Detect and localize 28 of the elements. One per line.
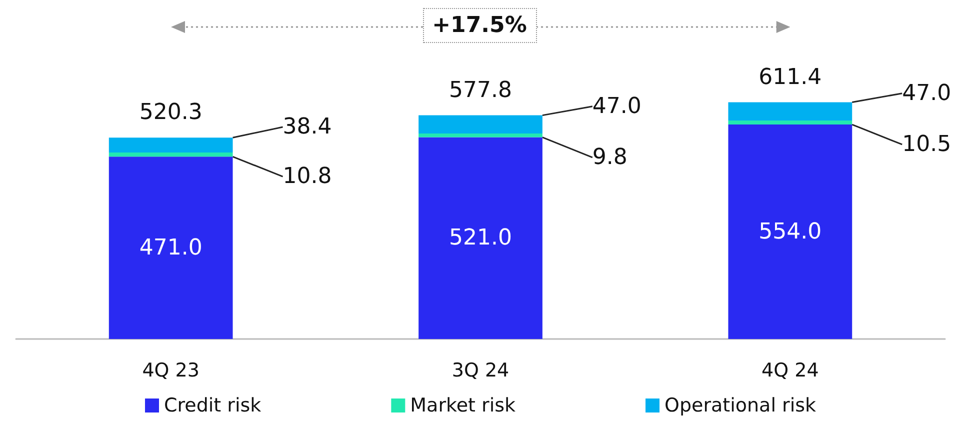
bar: [418, 134, 542, 138]
bar: [728, 120, 852, 125]
x-tick-label: 4Q 24: [762, 360, 819, 382]
data-label: 10.8: [282, 164, 332, 190]
total-label: 611.4: [758, 64, 822, 90]
bar: [728, 102, 852, 120]
total-label: 577.8: [449, 78, 512, 103]
x-tick-label: 3Q 24: [452, 360, 510, 382]
legend-label: Credit risk: [164, 394, 262, 416]
data-label: 9.8: [592, 144, 628, 170]
data-label: 554.0: [758, 219, 822, 244]
bar: [728, 124, 852, 339]
text: +17.5%: [422, 8, 536, 43]
data-label: 521.0: [449, 226, 512, 251]
data-label: 47.0: [902, 80, 952, 106]
bar: [418, 137, 542, 339]
bar: [108, 138, 233, 152]
legend-label: Operational risk: [664, 394, 816, 416]
data-label: 38.4: [282, 114, 332, 140]
bar: [418, 115, 542, 134]
data-label: 47.0: [592, 94, 642, 119]
bar: [108, 152, 233, 157]
x-tick-label: 4Q 23: [142, 360, 200, 382]
total-label: 520.3: [139, 100, 202, 126]
legend-label: Market risk: [410, 394, 516, 416]
data-label: 471.0: [139, 235, 202, 260]
bar: [108, 156, 233, 339]
data-label: 10.5: [902, 132, 952, 157]
